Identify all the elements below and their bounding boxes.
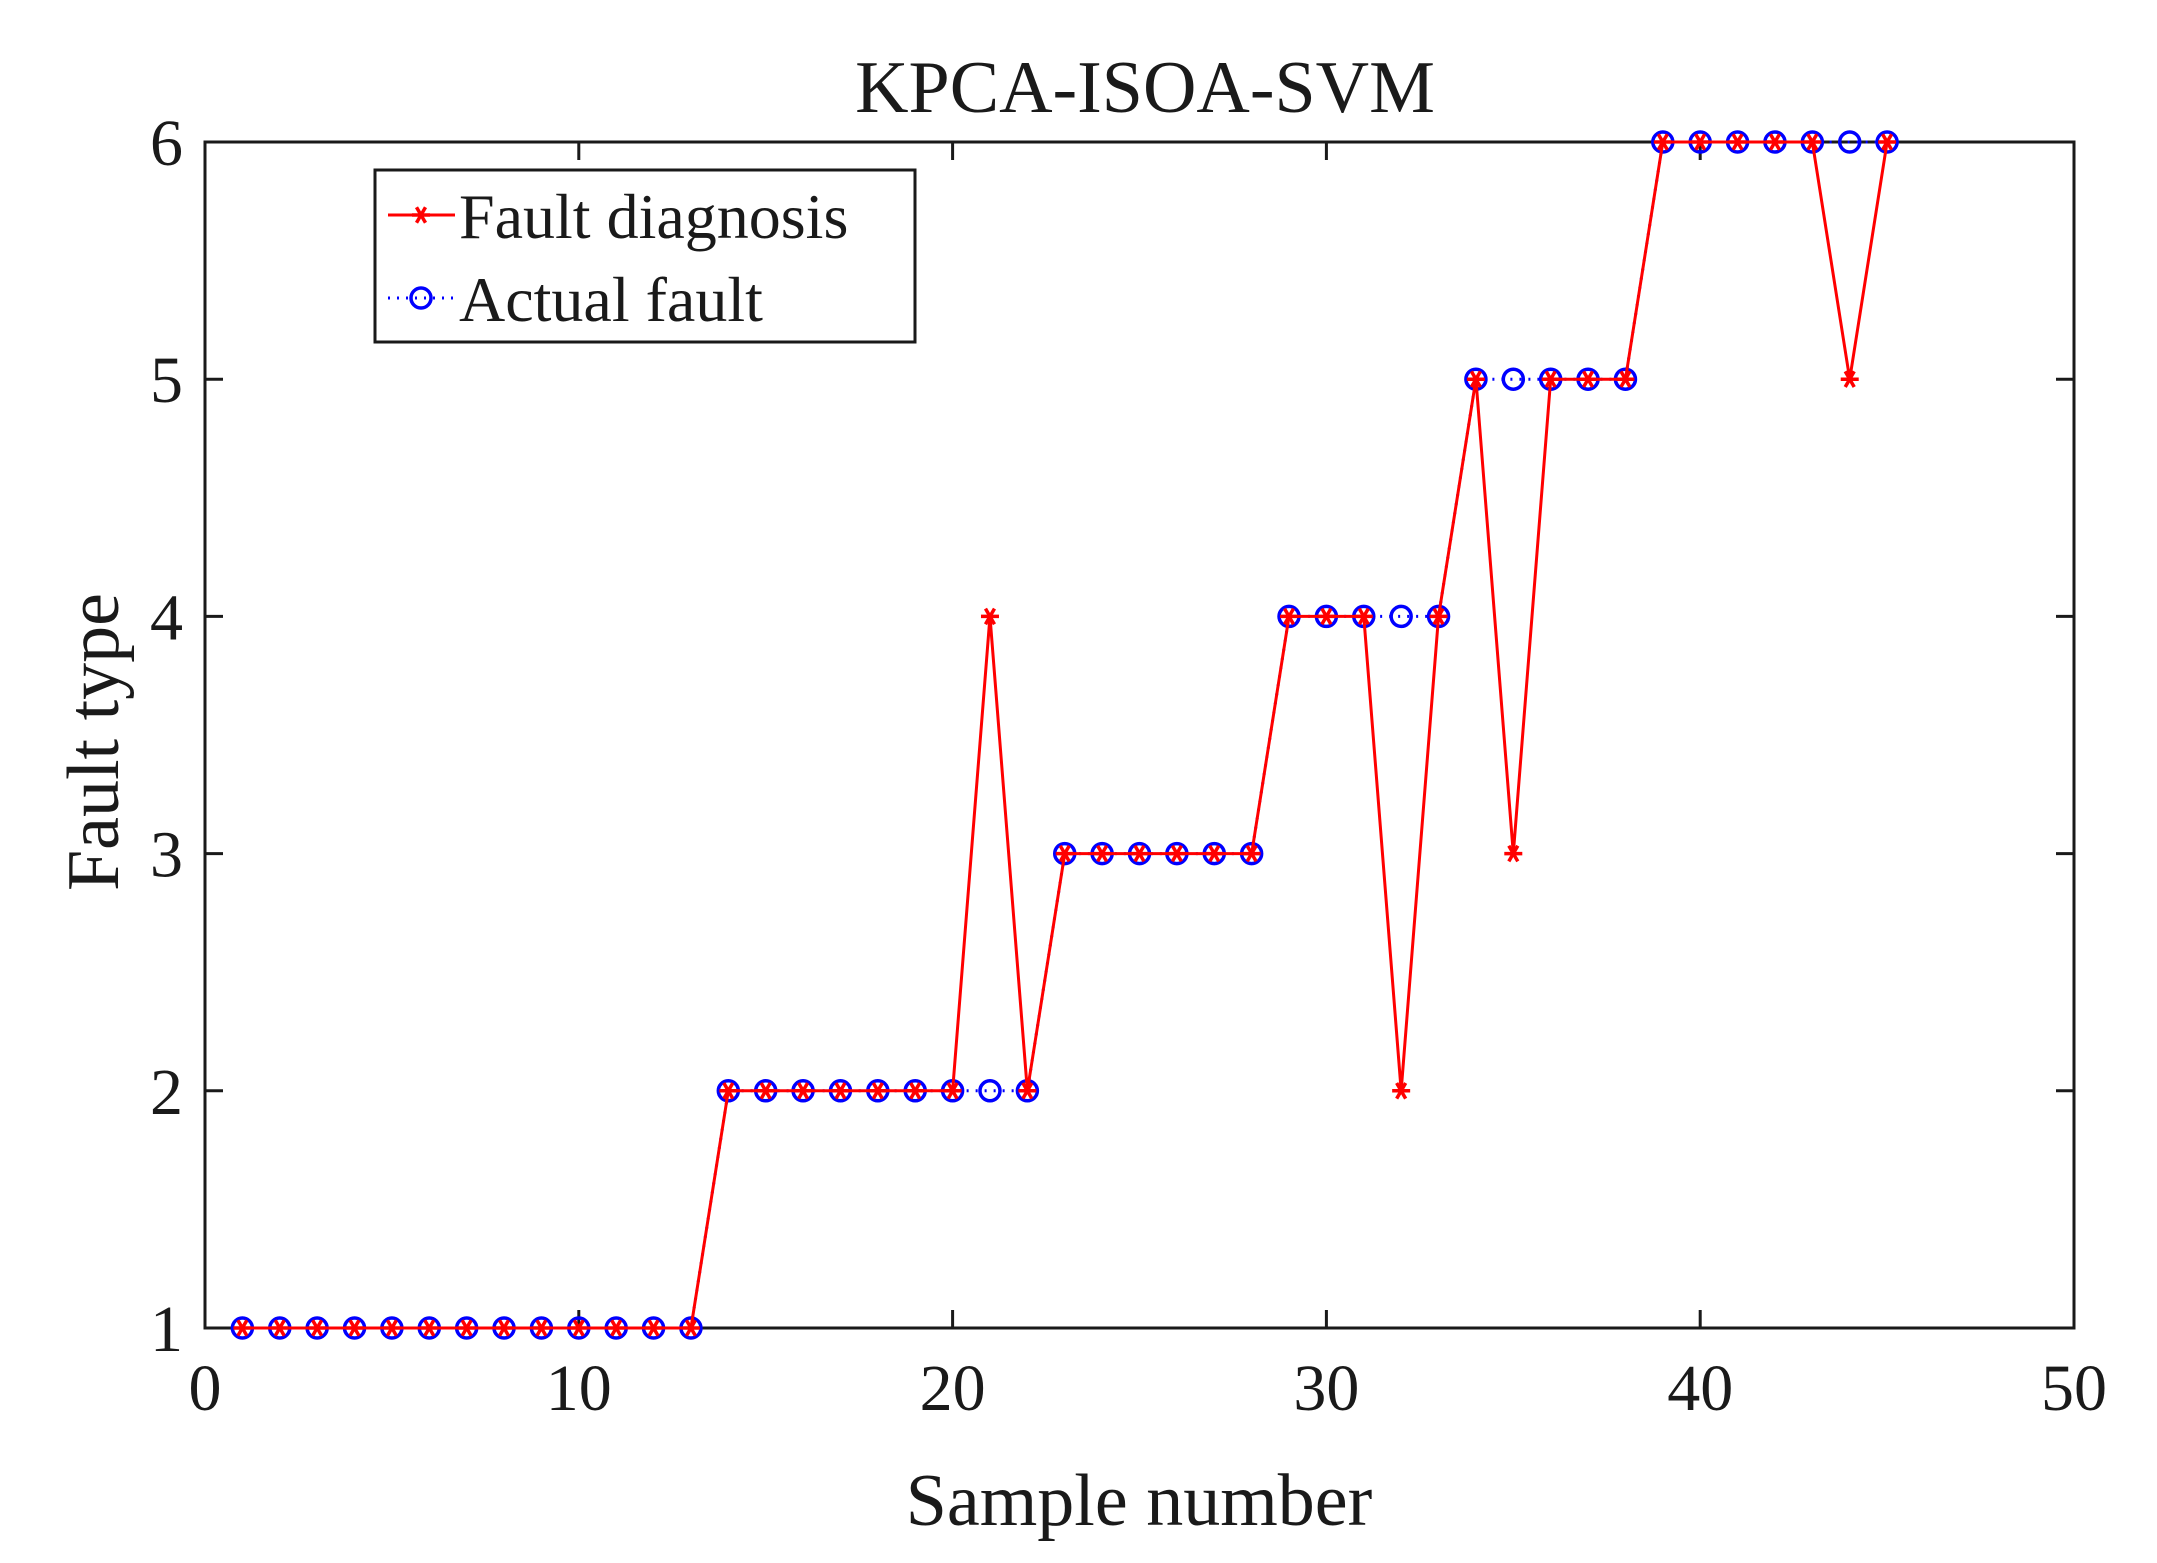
y-tick-label: 6 [150,107,183,180]
data-point-fault-diagnosis [1504,844,1523,863]
data-point-fault-diagnosis [943,1082,962,1100]
data-point-fault-diagnosis [1728,133,1747,151]
data-point-fault-diagnosis [420,1319,439,1337]
data-point-fault-diagnosis [719,1082,738,1100]
data-point-fault-diagnosis [1653,133,1672,151]
data-point-fault-diagnosis [1130,844,1149,863]
data-point-fault-diagnosis [1280,607,1299,626]
data-point-fault-diagnosis [868,1082,887,1100]
data-point-fault-diagnosis [1765,133,1784,151]
data-point-fault-diagnosis [345,1319,364,1337]
data-point-fault-diagnosis [1691,133,1710,151]
data-point-fault-diagnosis [1018,1082,1037,1100]
legend-actual-fault-circle-icon [409,286,433,310]
x-tick-label: 0 [189,1352,222,1425]
legend-fault-diagnosis-asterisk-icon [412,206,430,224]
data-point-fault-diagnosis [1242,844,1261,863]
data-point-fault-diagnosis [495,1319,514,1337]
data-point-fault-diagnosis [308,1319,327,1337]
data-point-actual-fault [1837,130,1862,154]
y-tick-label: 3 [150,819,183,892]
data-point-fault-diagnosis [1803,133,1822,151]
legend: Fault diagnosis Actual fault [373,168,917,344]
data-point-fault-diagnosis [1840,370,1859,388]
data-point-fault-diagnosis [457,1319,476,1337]
series-layer [230,130,1899,1340]
data-point-fault-diagnosis [1392,1082,1411,1100]
y-tick-label: 2 [150,1056,183,1129]
data-point-fault-diagnosis [1093,844,1112,863]
data-point-actual-fault [1389,604,1413,629]
data-point-fault-diagnosis [831,1082,850,1100]
data-point-fault-diagnosis [569,1319,588,1337]
data-point-fault-diagnosis [1317,607,1336,626]
legend-box [373,168,917,344]
legend-label-fault-diagnosis: Fault diagnosis [459,181,848,252]
data-point-fault-diagnosis [1055,844,1074,863]
data-point-fault-diagnosis [1167,844,1186,863]
data-point-fault-diagnosis [233,1319,252,1337]
data-point-fault-diagnosis [1466,370,1485,388]
data-point-fault-diagnosis [1541,370,1560,388]
x-tick-label: 20 [920,1352,986,1425]
y-tick-label: 4 [150,581,183,654]
x-tick-label: 40 [1667,1352,1733,1425]
x-tick-label: 50 [2041,1352,2107,1425]
data-point-fault-diagnosis [906,1082,925,1100]
x-tick-label: 10 [546,1352,612,1425]
x-tick-label: 30 [1293,1352,1359,1425]
axis-ticks: 0 10 20 30 40 50 1 2 3 4 5 6 [150,107,2107,1425]
data-point-fault-diagnosis [382,1319,401,1337]
data-point-fault-diagnosis [756,1082,775,1100]
data-point-actual-fault [1501,367,1526,391]
y-tick-label: 1 [150,1293,183,1366]
data-point-fault-diagnosis [794,1082,813,1100]
data-point-fault-diagnosis [270,1319,289,1337]
data-point-actual-fault [978,1079,1002,1103]
data-point-fault-diagnosis [607,1319,626,1337]
y-tick-label: 5 [150,344,183,417]
data-point-fault-diagnosis [1429,607,1448,626]
chart-title: KPCA-ISOA-SVM [855,47,1435,129]
x-axis-label: Sample number [906,1460,1373,1542]
y-axis-label: Fault type [53,593,135,891]
data-point-fault-diagnosis [980,607,999,626]
legend-label-actual-fault: Actual fault [459,264,763,335]
data-point-fault-diagnosis [1616,370,1635,388]
data-point-actual-fault [1875,130,1899,154]
data-point-fault-diagnosis [1579,370,1598,388]
data-point-fault-diagnosis [532,1319,551,1337]
data-point-fault-diagnosis [681,1319,700,1337]
data-point-fault-diagnosis [1205,844,1224,863]
data-point-fault-diagnosis [644,1319,663,1337]
data-point-fault-diagnosis [1878,133,1897,151]
data-point-fault-diagnosis [1354,607,1373,626]
